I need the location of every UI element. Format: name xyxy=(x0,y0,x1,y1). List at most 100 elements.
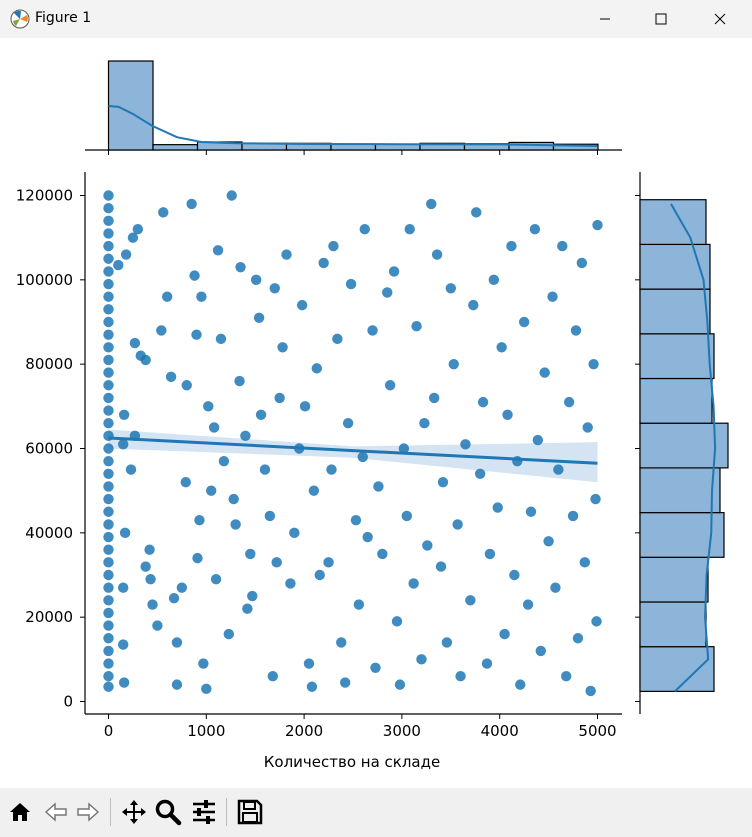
right-hist-bar xyxy=(639,646,715,692)
scatter-point xyxy=(576,257,588,269)
regression-line xyxy=(108,436,598,465)
top-hist-bar xyxy=(152,144,199,151)
y-tick-label: 60000 xyxy=(25,440,73,458)
scatter-point xyxy=(289,527,300,539)
scatter-point xyxy=(285,578,296,589)
navigation-toolbar xyxy=(0,788,752,837)
y-tick-label: 120000 xyxy=(16,187,73,205)
scatter-point xyxy=(103,291,114,302)
scatter-point xyxy=(161,291,173,302)
scatter-point xyxy=(247,590,258,602)
maximize-button[interactable] xyxy=(638,0,684,38)
main-scatter-axes: 0 1000 2000 3000 4000 5000 0 20000 40000 60000 80… xyxy=(16,172,622,740)
scatter-point xyxy=(129,337,141,349)
top-hist-bar xyxy=(508,141,555,151)
scatter-point xyxy=(416,654,427,665)
scatter-point xyxy=(557,240,568,252)
scatter-point xyxy=(176,582,188,593)
scatter-point xyxy=(186,198,197,210)
scatter-point xyxy=(103,481,114,492)
scatter-point xyxy=(242,603,253,614)
scatter-point xyxy=(201,683,212,695)
scatter-point xyxy=(103,278,114,290)
scatter-point xyxy=(198,658,209,669)
scatter-point xyxy=(515,679,526,690)
scatter-point xyxy=(408,578,419,589)
scatter-point xyxy=(357,451,368,463)
scatter-point xyxy=(165,371,177,383)
scatter-point xyxy=(345,278,357,290)
axes-frame xyxy=(84,172,622,715)
scatter-point xyxy=(465,595,476,606)
save-button[interactable] xyxy=(234,796,266,828)
back-icon xyxy=(44,802,67,822)
scatter-point xyxy=(394,679,406,690)
scatter-point xyxy=(103,190,114,201)
right-hist-bar xyxy=(639,377,713,424)
scatter-point xyxy=(147,599,158,610)
scatter-point xyxy=(103,202,114,214)
scatter-point xyxy=(127,232,139,243)
scatter-point xyxy=(496,342,507,353)
home-button[interactable] xyxy=(4,796,36,828)
scatter-point xyxy=(118,677,130,688)
scatter-point xyxy=(194,514,205,526)
minimize-icon xyxy=(600,18,610,20)
scatter-point xyxy=(103,681,114,692)
scatter-point xyxy=(377,548,388,560)
close-button[interactable] xyxy=(697,0,743,38)
scatter-point xyxy=(388,266,400,277)
scatter-point xyxy=(212,245,224,256)
scatter-point xyxy=(448,358,459,370)
scatter-point xyxy=(326,464,337,475)
right-hist-bar xyxy=(639,288,711,335)
scatter-point xyxy=(588,358,599,370)
confidence-band-layer xyxy=(108,429,598,483)
scatter-point xyxy=(103,405,114,416)
scatter-point xyxy=(481,658,493,669)
scatter-point xyxy=(518,316,530,328)
x-tick-label: 5000 xyxy=(578,722,616,740)
zoom-button[interactable] xyxy=(152,796,184,828)
scatter-point xyxy=(547,291,558,302)
scatter-point xyxy=(181,380,192,391)
scatter-point xyxy=(570,325,582,336)
pan-button[interactable] xyxy=(118,796,150,828)
scatter-point xyxy=(437,477,449,488)
minimize-button[interactable] xyxy=(582,0,628,38)
scatter-point xyxy=(103,418,114,429)
scatter-points-layer xyxy=(103,190,603,697)
scatter-point xyxy=(484,548,496,560)
title-bar: Figure 1 xyxy=(0,0,752,38)
scatter-point xyxy=(145,574,156,585)
scatter-point xyxy=(579,557,590,568)
scatter-point xyxy=(103,367,114,378)
configure-subplots-button[interactable] xyxy=(188,796,220,828)
scatter-point xyxy=(563,396,575,408)
scatter-point xyxy=(441,637,453,648)
scatter-point xyxy=(592,219,603,231)
scatter-point xyxy=(168,592,180,604)
scatter-point xyxy=(103,253,114,264)
scatter-point xyxy=(103,380,114,391)
scatter-point xyxy=(191,329,202,340)
scatter-point xyxy=(189,270,200,281)
scatter-point xyxy=(103,658,114,669)
scatter-point xyxy=(140,561,151,572)
top-histogram xyxy=(85,60,622,155)
close-icon xyxy=(714,13,726,25)
scatter-point xyxy=(215,333,227,345)
scatter-point xyxy=(103,443,114,454)
scatter-point xyxy=(452,519,463,530)
scatter-point xyxy=(582,422,593,433)
scatter-point xyxy=(152,620,163,631)
scatter-point xyxy=(306,681,318,692)
scatter-point xyxy=(398,443,410,454)
scatter-point xyxy=(103,519,114,530)
scatter-point xyxy=(342,418,354,429)
scatter-point xyxy=(509,569,520,581)
scatter-point xyxy=(171,679,183,690)
scatter-point xyxy=(296,299,308,311)
back-button[interactable] xyxy=(40,796,72,828)
forward-button[interactable] xyxy=(72,796,104,828)
